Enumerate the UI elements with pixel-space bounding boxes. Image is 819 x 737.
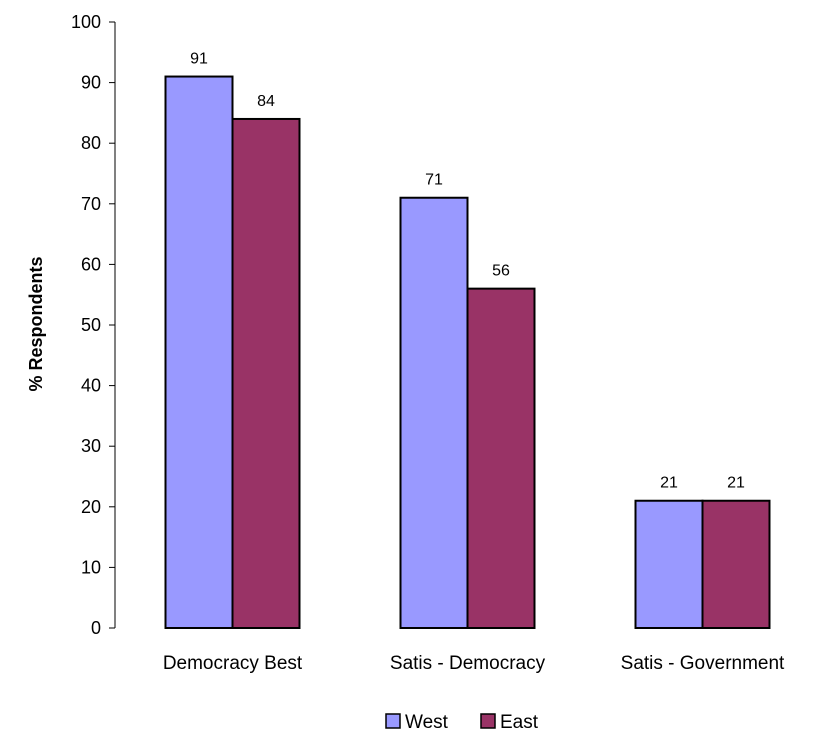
y-tick-label: 90	[81, 73, 101, 93]
y-tick-label: 40	[81, 376, 101, 396]
legend-label-west: West	[405, 712, 449, 733]
category-label: Satis - Government	[621, 653, 785, 674]
legend: West East	[385, 712, 539, 733]
data-label: 91	[190, 51, 208, 68]
data-labels: 91 84 71 56 21 21	[190, 51, 745, 492]
y-axis-title: % Respondents	[26, 256, 46, 391]
bar-west-1	[399, 196, 469, 630]
y-tick-label: 60	[81, 254, 101, 274]
data-label: 56	[492, 263, 510, 280]
bar-east-1	[466, 287, 536, 629]
legend-swatch-east	[480, 713, 496, 729]
legend-label-east: East	[500, 712, 539, 733]
y-tick-label: 80	[81, 133, 101, 153]
y-tick-label: 100	[71, 12, 101, 32]
y-tick-label: 30	[81, 436, 101, 456]
data-label: 21	[660, 475, 678, 492]
bar-west-0	[164, 75, 234, 630]
y-tick-label: 10	[81, 557, 101, 577]
bar-east-2	[701, 499, 771, 629]
category-label: Democracy Best	[163, 653, 303, 674]
y-tick-label: 70	[81, 194, 101, 214]
y-axis: 0 10 20 30 40 50 60 70 80 90 100	[71, 12, 116, 638]
y-tick-label: 50	[81, 315, 101, 335]
data-label: 84	[257, 93, 275, 110]
category-label: Satis - Democracy	[390, 653, 546, 674]
legend-swatch-west	[385, 713, 401, 729]
y-tick-label: 20	[81, 497, 101, 517]
bars	[164, 75, 771, 630]
bar-west-2	[634, 499, 704, 629]
category-labels: Democracy Best Satis - Democracy Satis - G…	[163, 653, 785, 674]
data-label: 21	[727, 475, 745, 492]
data-label: 71	[425, 172, 443, 189]
y-tick-label: 0	[91, 618, 101, 638]
bar-east-0	[231, 117, 301, 630]
